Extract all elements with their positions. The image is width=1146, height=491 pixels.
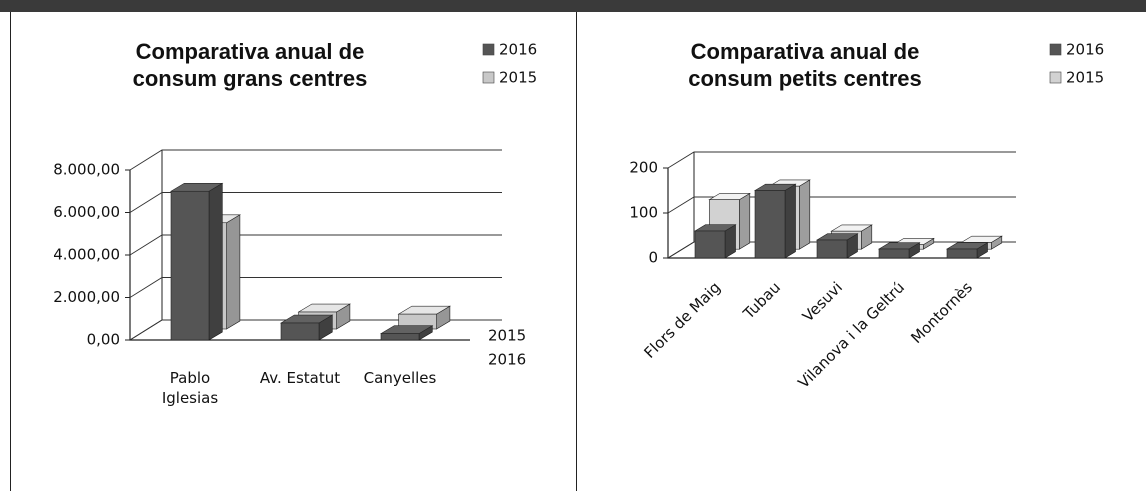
grid-line	[129, 149, 502, 171]
bar	[946, 248, 978, 259]
bar	[380, 333, 420, 341]
bar-side	[208, 182, 223, 341]
x-tick-label: Canyelles	[363, 369, 437, 387]
legend-swatch	[1049, 43, 1062, 56]
x-tick-label: Tubau	[739, 278, 784, 323]
grid-line	[667, 196, 1016, 214]
x-tick-label: Flors de Maig	[641, 278, 724, 361]
bar	[878, 248, 910, 259]
chart-title: Comparativa anual de consum grans centre…	[132, 39, 368, 91]
grid-line	[129, 192, 502, 213]
legend-label: 2015	[499, 69, 537, 87]
bar-side	[226, 214, 241, 330]
x-tick-label: Vilanova i la Geltrú	[794, 278, 908, 392]
x-tick-label: Pablo Iglesias	[161, 369, 219, 407]
y-tick-label: 100	[629, 204, 658, 222]
legend-label: 2015	[1066, 69, 1104, 87]
scan-band	[0, 0, 1146, 12]
y-tick-label: 8.000,00	[53, 161, 120, 179]
y-tick-label: 2.000,00	[53, 288, 120, 306]
legend-swatch	[482, 43, 495, 56]
legend-label: 2016	[1066, 41, 1104, 59]
x-tick-label: Montornès	[907, 278, 976, 347]
y-tick-label: 0,00	[87, 331, 120, 349]
bar	[694, 230, 726, 259]
bar	[280, 322, 320, 341]
y-tick-label: 6.000,00	[53, 203, 120, 221]
y-tick-label: 0	[648, 249, 658, 267]
depth-label: 2015	[488, 327, 526, 345]
legend-label: 2016	[499, 41, 537, 59]
grid-line	[129, 319, 502, 341]
bar	[754, 190, 786, 259]
bar	[816, 239, 848, 259]
bar-side	[798, 179, 811, 250]
y-tick-label: 4.000,00	[53, 246, 120, 264]
grid-line	[667, 151, 1016, 169]
legend-swatch	[482, 71, 495, 84]
grid-line	[129, 277, 502, 298]
panel	[576, 12, 1146, 491]
bar	[170, 190, 210, 341]
bar-side	[738, 192, 751, 250]
chart-title: Comparativa anual de consum petits centr…	[688, 39, 922, 91]
legend-swatch	[1049, 71, 1062, 84]
bar-side	[784, 183, 796, 259]
x-tick-label: Vesuvi	[799, 278, 846, 325]
y-tick-label: 200	[629, 159, 658, 177]
depth-label: 2016	[488, 351, 526, 369]
x-tick-label: Av. Estatut	[259, 369, 341, 387]
grid-line	[129, 234, 502, 256]
